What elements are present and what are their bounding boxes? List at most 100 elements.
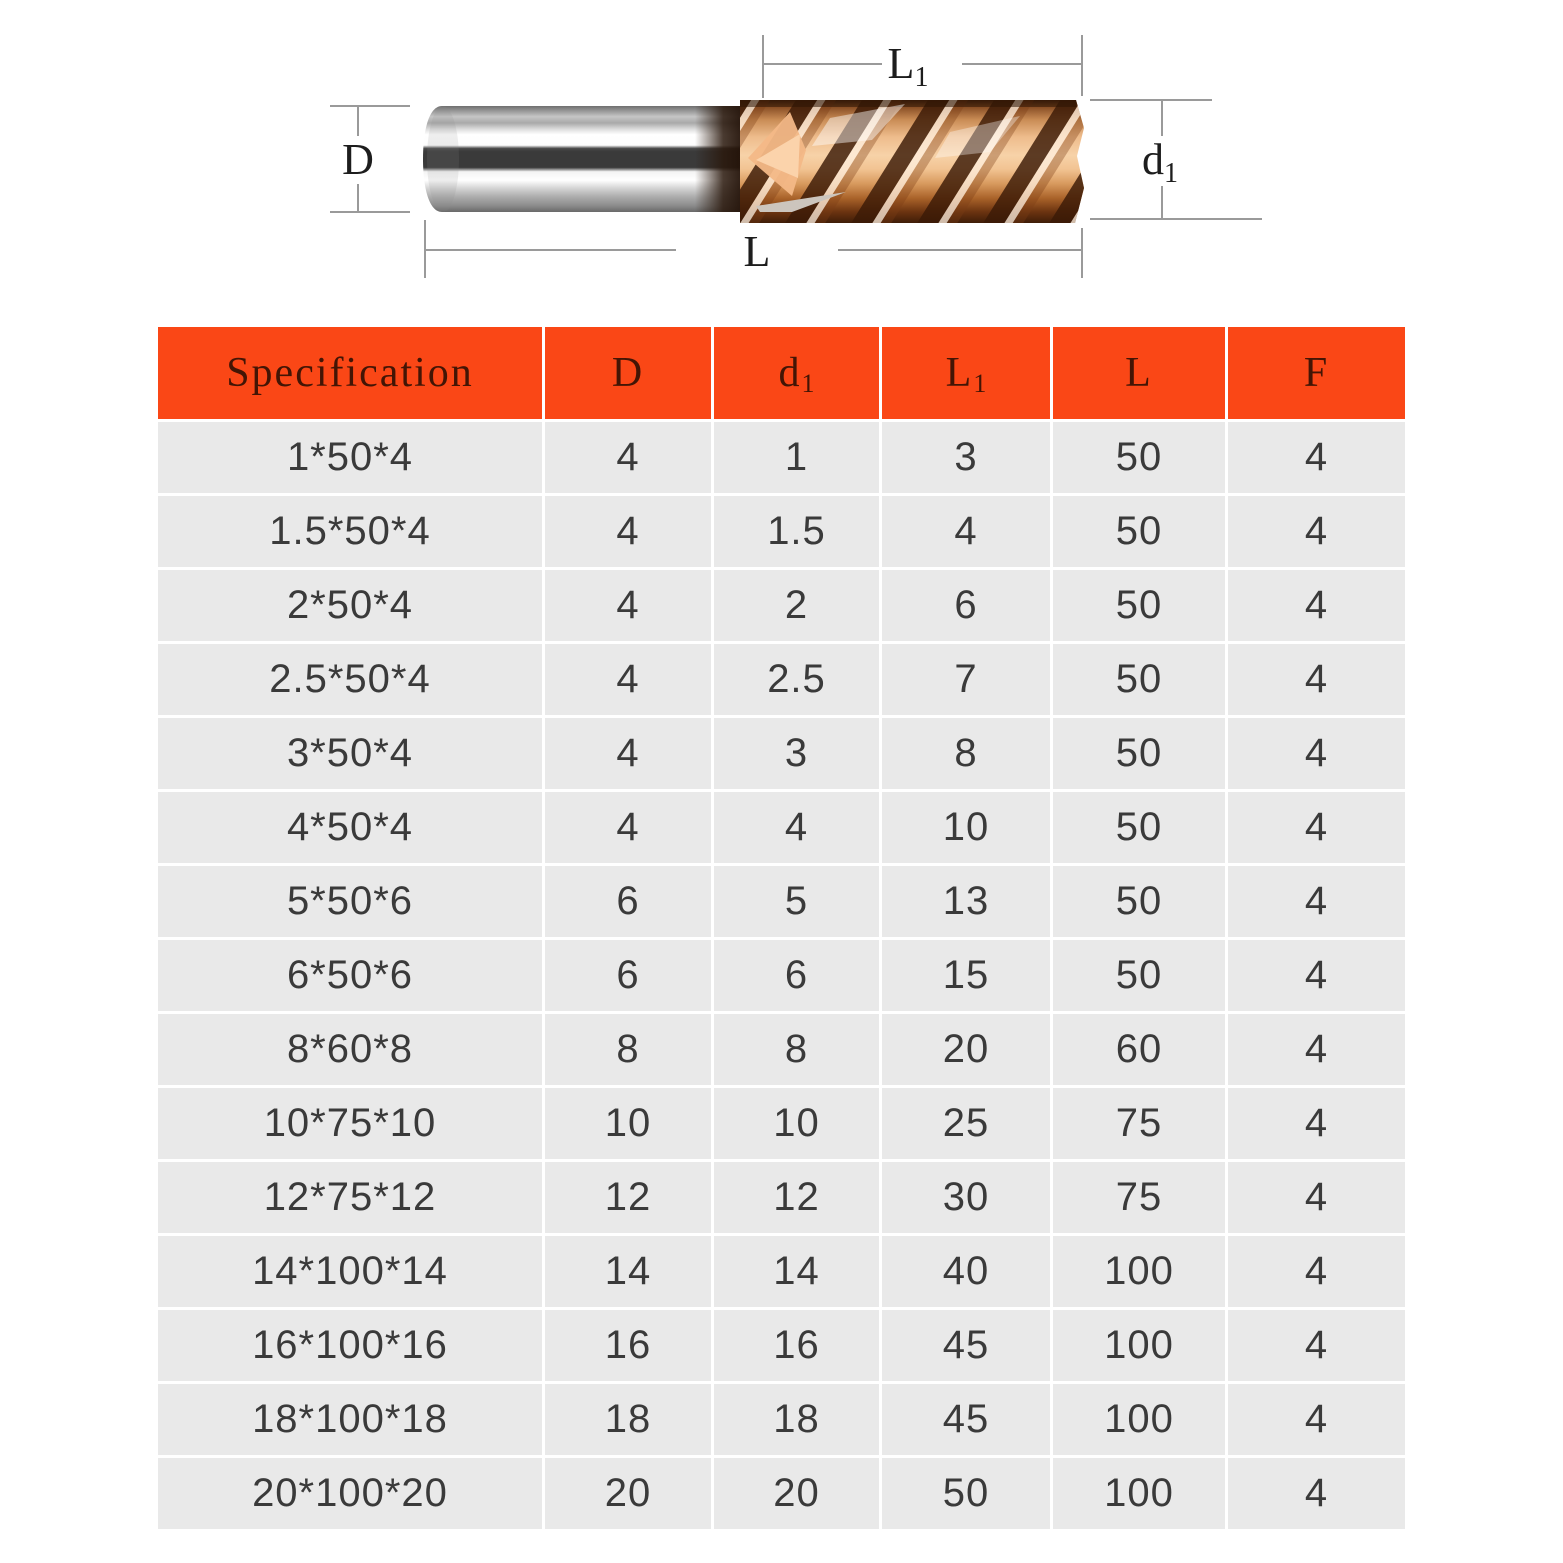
table-cell: 1*50*4 — [158, 422, 542, 493]
table-row: 6*50*6 6 6 15 50 4 — [158, 940, 1405, 1011]
table-cell: 12 — [714, 1162, 879, 1233]
table-cell: 50 — [1053, 496, 1225, 567]
table-cell: 4 — [1228, 718, 1405, 789]
table-cell: 4 — [1228, 644, 1405, 715]
table-cell: 2*50*4 — [158, 570, 542, 641]
table-cell: 14 — [714, 1236, 879, 1307]
table-row: 5*50*6 6 5 13 50 4 — [158, 866, 1405, 937]
table-cell: 4 — [1228, 940, 1405, 1011]
col-header-specification: Specification — [158, 327, 542, 419]
table-row: 18*100*18 18 18 45 100 4 — [158, 1384, 1405, 1455]
table-row: 14*100*14 14 14 40 100 4 — [158, 1236, 1405, 1307]
table-cell: 14*100*14 — [158, 1236, 542, 1307]
table-cell: 50 — [882, 1458, 1050, 1529]
table-cell: 45 — [882, 1310, 1050, 1381]
table-cell: 18 — [714, 1384, 879, 1455]
table-cell: 6 — [882, 570, 1050, 641]
dim-shank-diameter: D — [330, 105, 410, 213]
table-cell: 10 — [545, 1088, 711, 1159]
table-cell: 10 — [714, 1088, 879, 1159]
table-cell: 2.5 — [714, 644, 879, 715]
table-cell: 4 — [1228, 792, 1405, 863]
table-cell: 1.5 — [714, 496, 879, 567]
table-cell: 4 — [1228, 1014, 1405, 1085]
table-cell: 12*75*12 — [158, 1162, 542, 1233]
table-row: 20*100*20 20 20 50 100 4 — [158, 1458, 1405, 1529]
dim-label-L: L — [744, 227, 771, 276]
table-cell: 4 — [1228, 422, 1405, 493]
table-header-row: Specification D d1 L1 L F — [158, 327, 1405, 419]
table-cell: 100 — [1053, 1236, 1225, 1307]
table-cell: 4 — [545, 718, 711, 789]
table-cell: 8 — [545, 1014, 711, 1085]
col-header-L: L — [1053, 327, 1225, 419]
table-cell: 2 — [714, 570, 879, 641]
table-cell: 6 — [545, 940, 711, 1011]
table-cell: 3*50*4 — [158, 718, 542, 789]
table-cell: 60 — [1053, 1014, 1225, 1085]
table-cell: 18 — [545, 1384, 711, 1455]
table-cell: 50 — [1053, 422, 1225, 493]
table-cell: 4 — [545, 422, 711, 493]
table-cell: 16 — [714, 1310, 879, 1381]
table-cell: 1 — [714, 422, 879, 493]
table-cell: 75 — [1053, 1088, 1225, 1159]
table-cell: 20 — [545, 1458, 711, 1529]
table-cell: 16*100*16 — [158, 1310, 542, 1381]
table-cell: 4 — [714, 792, 879, 863]
table-cell: 20*100*20 — [158, 1458, 542, 1529]
table-cell: 50 — [1053, 792, 1225, 863]
flutes — [740, 100, 1084, 223]
table-row: 4*50*4 4 4 10 50 4 — [158, 792, 1405, 863]
table-cell: 8*60*8 — [158, 1014, 542, 1085]
table-cell: 6 — [545, 866, 711, 937]
table-cell: 4 — [1228, 1310, 1405, 1381]
table-cell: 100 — [1053, 1310, 1225, 1381]
table-cell: 50 — [1053, 644, 1225, 715]
table-cell: 50 — [1053, 570, 1225, 641]
dim-flute-length: L1 — [762, 35, 1083, 98]
table-cell: 3 — [714, 718, 879, 789]
table-cell: 4*50*4 — [158, 792, 542, 863]
table-cell: 16 — [545, 1310, 711, 1381]
table-cell: 18*100*18 — [158, 1384, 542, 1455]
table-cell: 5 — [714, 866, 879, 937]
table-cell: 4 — [1228, 1162, 1405, 1233]
table-row: 12*75*12 12 12 30 75 4 — [158, 1162, 1405, 1233]
dim-label-L1: L1 — [888, 39, 929, 93]
table-cell: 4 — [1228, 570, 1405, 641]
tool-diagram: D L1 d1 — [0, 0, 1563, 324]
table-cell: 100 — [1053, 1384, 1225, 1455]
spec-table: Specification D d1 L1 L F 1*50*4 4 1 3 50 4 1.… — [155, 324, 1408, 1532]
table-cell: 10*75*10 — [158, 1088, 542, 1159]
table-cell: 2.5*50*4 — [158, 644, 542, 715]
table-cell: 6 — [714, 940, 879, 1011]
dim-cut-diameter: d1 — [1090, 99, 1262, 220]
table-cell: 6*50*6 — [158, 940, 542, 1011]
table-row: 1*50*4 4 1 3 50 4 — [158, 422, 1405, 493]
table-cell: 100 — [1053, 1458, 1225, 1529]
col-header-L1: L1 — [882, 327, 1050, 419]
table-cell: 4 — [1228, 1088, 1405, 1159]
table-cell: 4 — [1228, 496, 1405, 567]
table-row: 10*75*10 10 10 25 75 4 — [158, 1088, 1405, 1159]
table-cell: 4 — [882, 496, 1050, 567]
table-cell: 30 — [882, 1162, 1050, 1233]
table-cell: 40 — [882, 1236, 1050, 1307]
table-cell: 50 — [1053, 866, 1225, 937]
dim-overall-length: L — [424, 220, 1083, 278]
table-cell: 20 — [714, 1458, 879, 1529]
table-cell: 4 — [1228, 866, 1405, 937]
dim-label-d1: d1 — [1142, 135, 1178, 189]
spec-table-body: 1*50*4 4 1 3 50 4 1.5*50*4 4 1.5 4 50 4 2*50*4 4 2 6 50 4… — [158, 422, 1405, 1529]
table-cell: 50 — [1053, 940, 1225, 1011]
table-cell: 45 — [882, 1384, 1050, 1455]
table-cell: 4 — [545, 792, 711, 863]
table-cell: 4 — [545, 570, 711, 641]
col-header-D: D — [545, 327, 711, 419]
table-cell: 7 — [882, 644, 1050, 715]
spec-table-head: Specification D d1 L1 L F — [158, 327, 1405, 419]
table-cell: 75 — [1053, 1162, 1225, 1233]
table-cell: 50 — [1053, 718, 1225, 789]
